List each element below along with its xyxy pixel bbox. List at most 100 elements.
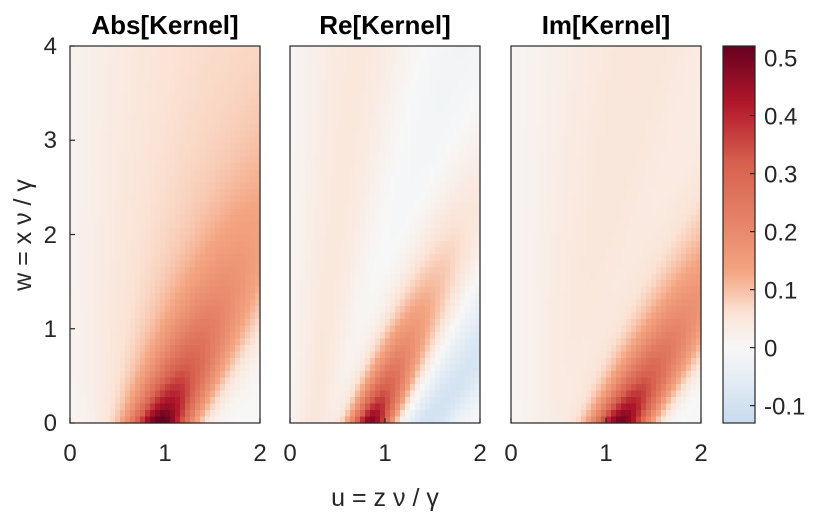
heatmap-cell xyxy=(205,273,211,281)
heatmap-cell xyxy=(255,176,261,184)
heatmap-cell xyxy=(400,345,406,353)
heatmap-cell xyxy=(80,403,86,411)
heatmap-cell xyxy=(541,319,547,327)
heatmap-cell xyxy=(325,351,331,359)
heatmap-cell xyxy=(125,325,131,333)
heatmap-cell xyxy=(526,228,532,236)
heatmap-cell xyxy=(320,52,326,60)
heatmap-cell xyxy=(380,221,386,229)
heatmap-cell xyxy=(80,156,86,164)
heatmap-cell xyxy=(330,397,336,405)
heatmap-cell xyxy=(526,143,532,151)
heatmap-cell xyxy=(305,390,311,398)
heatmap-cell xyxy=(425,208,431,216)
heatmap-cell xyxy=(170,137,176,145)
heatmap-cell xyxy=(290,221,296,229)
heatmap-cell xyxy=(310,325,316,333)
heatmap-cell xyxy=(70,345,76,353)
heatmap-cell xyxy=(355,117,361,125)
heatmap-cell xyxy=(205,306,211,314)
heatmap-cell xyxy=(546,163,552,171)
heatmap-cell xyxy=(105,98,111,106)
heatmap-cell xyxy=(290,150,296,158)
heatmap-cell xyxy=(110,299,116,307)
heatmap-cell xyxy=(531,228,537,236)
heatmap-cell xyxy=(350,143,356,151)
heatmap-cell xyxy=(470,104,476,112)
heatmap-cell xyxy=(395,215,401,223)
heatmap-cell xyxy=(445,117,451,125)
heatmap-cell xyxy=(465,403,471,411)
heatmap-cell xyxy=(230,384,236,392)
heatmap-cell xyxy=(160,85,166,93)
heatmap-cell xyxy=(440,319,446,327)
heatmap-cell xyxy=(250,182,256,190)
heatmap-cell xyxy=(521,280,527,288)
heatmap-cell xyxy=(220,215,226,223)
heatmap-cell xyxy=(370,410,376,418)
heatmap-cell xyxy=(410,189,416,197)
heatmap-cell xyxy=(511,195,517,203)
heatmap-cell xyxy=(190,52,196,60)
heatmap-cell xyxy=(435,410,441,418)
heatmap-cell xyxy=(220,410,226,418)
heatmap-cell xyxy=(435,416,441,424)
heatmap-cell xyxy=(150,416,156,424)
heatmap-cell xyxy=(460,384,466,392)
heatmap-cell xyxy=(295,65,301,73)
heatmap-cell xyxy=(405,156,411,164)
heatmap-cell xyxy=(460,254,466,262)
heatmap-cell xyxy=(290,358,296,366)
heatmap-cell xyxy=(75,189,81,197)
heatmap-cell xyxy=(140,397,146,405)
heatmap-cell xyxy=(325,403,331,411)
heatmap-cell xyxy=(370,351,376,359)
heatmap-cell xyxy=(305,254,311,262)
heatmap-cell xyxy=(350,46,356,54)
heatmap-cell xyxy=(290,325,296,333)
heatmap-cell xyxy=(300,293,306,301)
heatmap-cell xyxy=(100,150,106,158)
heatmap-cell xyxy=(165,338,171,346)
heatmap-cell xyxy=(455,286,461,294)
heatmap-cell xyxy=(410,72,416,80)
heatmap-cell xyxy=(130,306,136,314)
heatmap-cell xyxy=(360,273,366,281)
heatmap-cell xyxy=(465,384,471,392)
heatmap-cell xyxy=(325,286,331,294)
heatmap-cell xyxy=(105,325,111,333)
heatmap-cell xyxy=(405,202,411,210)
heatmap-cell xyxy=(75,345,81,353)
heatmap-cell xyxy=(380,260,386,268)
heatmap-cell xyxy=(80,163,86,171)
heatmap-cell xyxy=(430,273,436,281)
heatmap-cell xyxy=(405,117,411,125)
heatmap-cell xyxy=(160,221,166,229)
heatmap-cell xyxy=(115,91,121,99)
heatmap-cell xyxy=(175,364,181,372)
heatmap-cell xyxy=(345,319,351,327)
heatmap-cell xyxy=(170,182,176,190)
heatmap-cell xyxy=(516,351,522,359)
heatmap-cell xyxy=(135,267,141,275)
heatmap-cell xyxy=(120,306,126,314)
heatmap-cell xyxy=(180,234,186,242)
heatmap-cell xyxy=(516,124,522,132)
heatmap-cell xyxy=(410,267,416,275)
heatmap-cell xyxy=(340,98,346,106)
heatmap-cell xyxy=(400,364,406,372)
heatmap-cell xyxy=(440,299,446,307)
heatmap-cell xyxy=(85,241,91,249)
heatmap-cell xyxy=(420,169,426,177)
heatmap-cell xyxy=(445,299,451,307)
heatmap-cell xyxy=(521,215,527,223)
heatmap-cell xyxy=(105,46,111,54)
heatmap-cell xyxy=(380,91,386,99)
heatmap-cell xyxy=(370,286,376,294)
heatmap-cell xyxy=(455,338,461,346)
heatmap-cell xyxy=(195,332,201,340)
heatmap-cell xyxy=(305,202,311,210)
heatmap-cell xyxy=(450,59,456,67)
heatmap-cell xyxy=(110,169,116,177)
heatmap-cell xyxy=(365,143,371,151)
